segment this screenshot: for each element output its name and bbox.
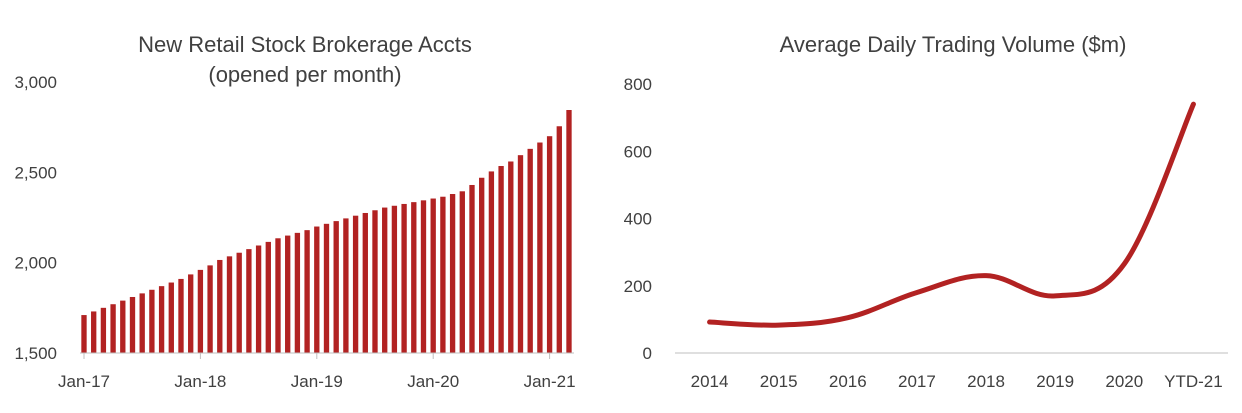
bar-17: [246, 249, 252, 353]
bar-25: [323, 223, 330, 353]
bar-39: [459, 191, 465, 353]
right-chart-title: Average Daily Trading Volume ($m): [780, 32, 1127, 57]
bar-38: [449, 194, 456, 353]
bar-18: [255, 245, 262, 353]
bar-15: [226, 256, 233, 353]
bar-5: [129, 296, 136, 353]
bar-8: [158, 286, 165, 353]
right-y-tick-label: 0: [643, 344, 652, 363]
left-chart-title-line-1: New Retail Stock Brokerage Accts: [138, 32, 472, 57]
bar-23: [304, 230, 310, 353]
bar-31: [382, 207, 388, 353]
bar-50: [566, 110, 572, 353]
bar-11: [188, 274, 194, 353]
bar-43: [498, 166, 504, 353]
bar-35: [420, 200, 427, 353]
bar-7: [149, 289, 155, 353]
bar-1: [91, 311, 97, 353]
left-x-tick-label: Jan-19: [291, 372, 343, 391]
bar-19: [265, 241, 271, 353]
right-x-tick-label: 2014: [691, 372, 729, 391]
bar-49: [556, 126, 562, 353]
left-chart-bars: [81, 110, 572, 353]
right-x-tick-label: 2020: [1105, 372, 1143, 391]
right-x-tick-label: 2018: [967, 372, 1005, 391]
bar-46: [527, 148, 533, 353]
bar-22: [294, 232, 301, 353]
bar-13: [207, 265, 213, 353]
bar-47: [537, 142, 543, 353]
right-x-tick-label: YTD-21: [1164, 372, 1223, 391]
right-chart-axes: 0 200 400 600 800 2014 2015 2016 2017 2018 2019 202…: [624, 75, 1228, 391]
bar-29: [362, 212, 368, 353]
left-y-tick-label: 1,500: [14, 344, 57, 363]
bar-45: [517, 155, 524, 353]
bar-30: [372, 210, 378, 353]
bar-3: [110, 304, 116, 353]
bar-27: [343, 218, 349, 353]
bar-12: [197, 269, 204, 353]
right-x-tick-label: 2019: [1036, 372, 1074, 391]
bar-26: [333, 221, 339, 353]
right-y-tick-label: 200: [624, 277, 652, 296]
bar-14: [217, 259, 223, 353]
bar-6: [139, 293, 145, 353]
left-x-tick-label: Jan-18: [174, 372, 226, 391]
bar-24: [314, 226, 320, 353]
bar-48: [546, 136, 553, 353]
bar-32: [391, 205, 398, 353]
right-y-tick-label: 400: [624, 210, 652, 229]
right-y-tick-label: 600: [624, 142, 652, 161]
left-y-tick-label: 3,000: [14, 73, 57, 92]
bar-36: [430, 198, 436, 353]
bar-33: [401, 203, 407, 353]
right-x-tick-label: 2015: [760, 372, 798, 391]
bar-21: [285, 235, 291, 353]
bar-44: [508, 161, 514, 353]
bar-0: [81, 315, 87, 353]
trading-volume-line: [707, 101, 1196, 328]
bar-16: [236, 252, 242, 353]
left-y-tick-label: 2,000: [14, 254, 57, 273]
left-x-tick-label: Jan-21: [524, 372, 576, 391]
left-chart-title-line-2: (opened per month): [208, 62, 401, 87]
bar-2: [100, 307, 107, 353]
bar-4: [120, 300, 126, 353]
bar-10: [178, 278, 184, 353]
left-y-tick-label: 2,500: [14, 163, 57, 182]
bar-37: [440, 196, 446, 353]
left-x-tick-label: Jan-17: [58, 372, 110, 391]
bar-41: [479, 177, 485, 353]
bar-28: [352, 215, 359, 353]
bar-34: [411, 202, 417, 353]
right-y-tick-label: 800: [624, 75, 652, 94]
bar-9: [168, 282, 174, 353]
bar-42: [488, 171, 495, 353]
left-chart-axes: 1,500 2,000 2,500 3,000 Jan-17 Jan-18 Jan-19 Ja…: [14, 73, 575, 391]
bar-40: [469, 184, 475, 353]
bar-20: [275, 238, 281, 353]
right-chart-line: [707, 101, 1196, 328]
right-x-tick-label: 2017: [898, 372, 936, 391]
left-x-tick-label: Jan-20: [407, 372, 459, 391]
right-x-tick-label: 2016: [829, 372, 867, 391]
